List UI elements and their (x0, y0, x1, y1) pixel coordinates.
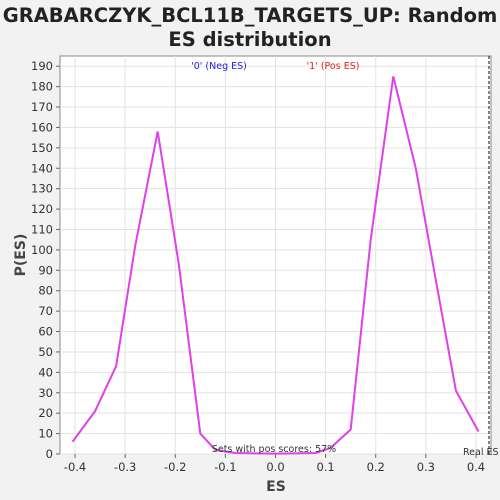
pos-es-label: '1' (Pos ES) (307, 61, 360, 72)
y-tick-label: 120 (31, 202, 53, 216)
y-tick-label: 100 (31, 243, 53, 257)
real-es-label: Real ES (463, 447, 499, 458)
y-tick-label: 150 (31, 141, 53, 155)
y-tick-label: 40 (38, 365, 53, 379)
y-tick-label: 70 (38, 304, 53, 318)
sets-with-pos-scores: Sets with pos scores: 57% (212, 444, 336, 455)
x-tick-label: -0.3 (114, 460, 136, 474)
y-tick-label: 110 (31, 222, 53, 236)
y-tick-label: 80 (38, 284, 53, 298)
y-tick-label: 10 (38, 427, 53, 441)
chart-title-line-2: ES distribution (168, 28, 331, 51)
chart-title-line-1: GRABARCZYK_BCL11B_TARGETS_UP: Random (3, 4, 498, 27)
x-tick-label: 0.1 (316, 460, 334, 474)
y-axis-ticks: 0 10 20 30 40 50 60 70 80 90 100 110 120 130 140 150 160… (31, 59, 60, 461)
y-tick-label: 170 (31, 100, 53, 114)
x-axis-ticks: -0.4 -0.3 -0.2 -0.1 0.0 0.1 0.2 0.3 0.4 (64, 454, 485, 474)
x-tick-label: 0.0 (266, 460, 284, 474)
y-tick-label: 190 (31, 59, 53, 73)
y-tick-label: 30 (38, 386, 53, 400)
y-tick-label: 160 (31, 120, 53, 134)
x-tick-label: 0.2 (367, 460, 385, 474)
x-axis-label: ES (266, 479, 286, 495)
y-tick-label: 60 (38, 325, 53, 339)
y-tick-label: 180 (31, 80, 53, 94)
y-tick-label: 0 (46, 447, 53, 461)
x-tick-label: 0.4 (467, 460, 485, 474)
y-tick-label: 50 (38, 345, 53, 359)
x-tick-label: 0.3 (417, 460, 435, 474)
y-tick-label: 90 (38, 263, 53, 277)
neg-es-label: '0' (Neg ES) (191, 61, 247, 72)
y-tick-label: 130 (31, 182, 53, 196)
y-tick-label: 20 (38, 406, 53, 420)
x-tick-label: -0.1 (214, 460, 236, 474)
es-distribution-series-line (71, 76, 480, 455)
y-axis-label: P(ES) (13, 234, 29, 277)
y-tick-label: 140 (31, 161, 53, 175)
x-tick-label: -0.2 (164, 460, 186, 474)
x-tick-label: -0.4 (64, 460, 86, 474)
